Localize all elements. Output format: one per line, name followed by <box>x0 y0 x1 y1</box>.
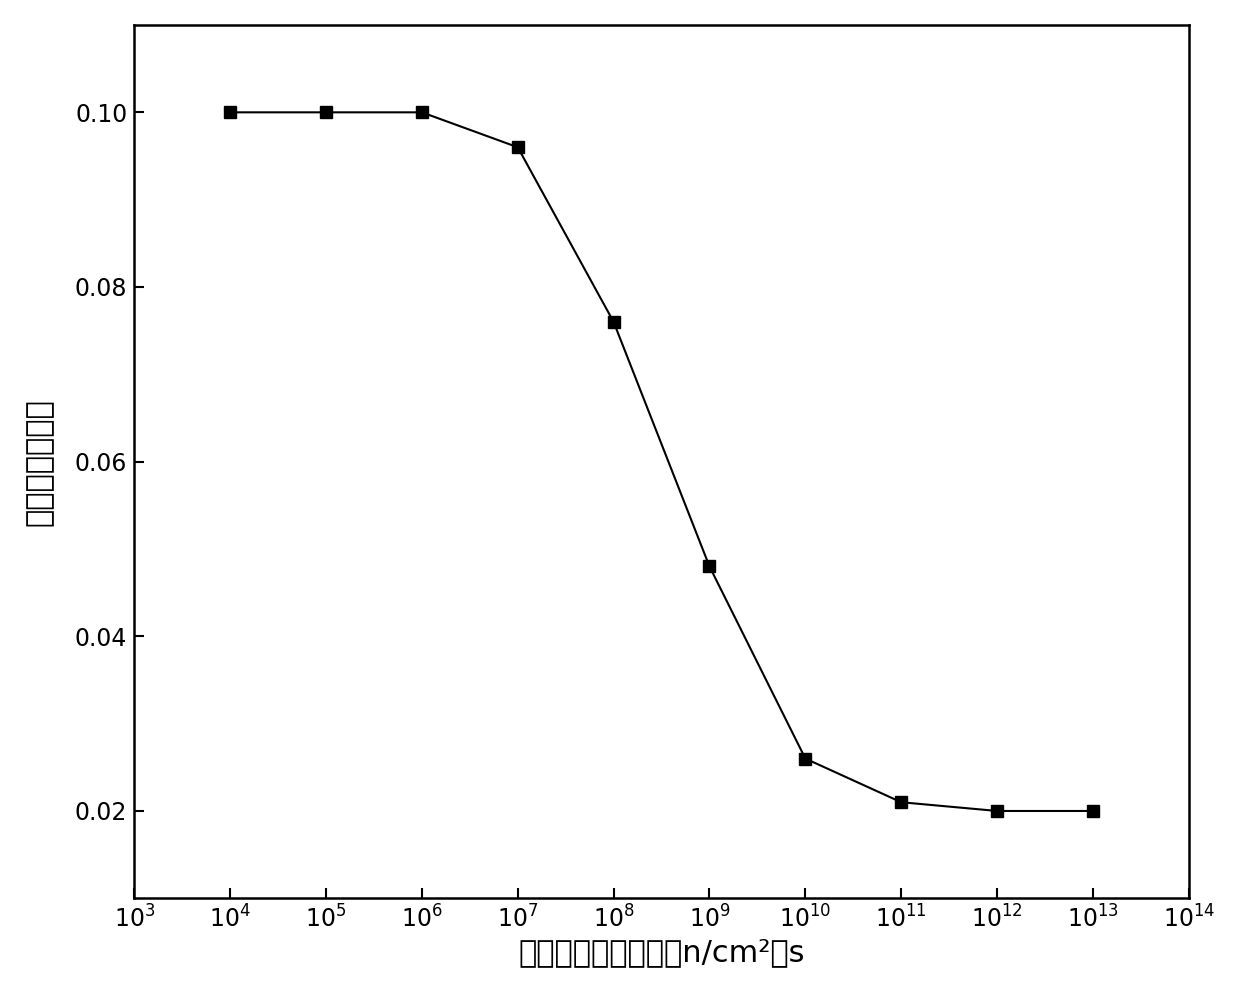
X-axis label: 中子的辐照注量率（n/cm²）s: 中子的辐照注量率（n/cm²）s <box>518 938 805 967</box>
Y-axis label: 稳定缺陷的产率: 稳定缺陷的产率 <box>25 398 55 526</box>
